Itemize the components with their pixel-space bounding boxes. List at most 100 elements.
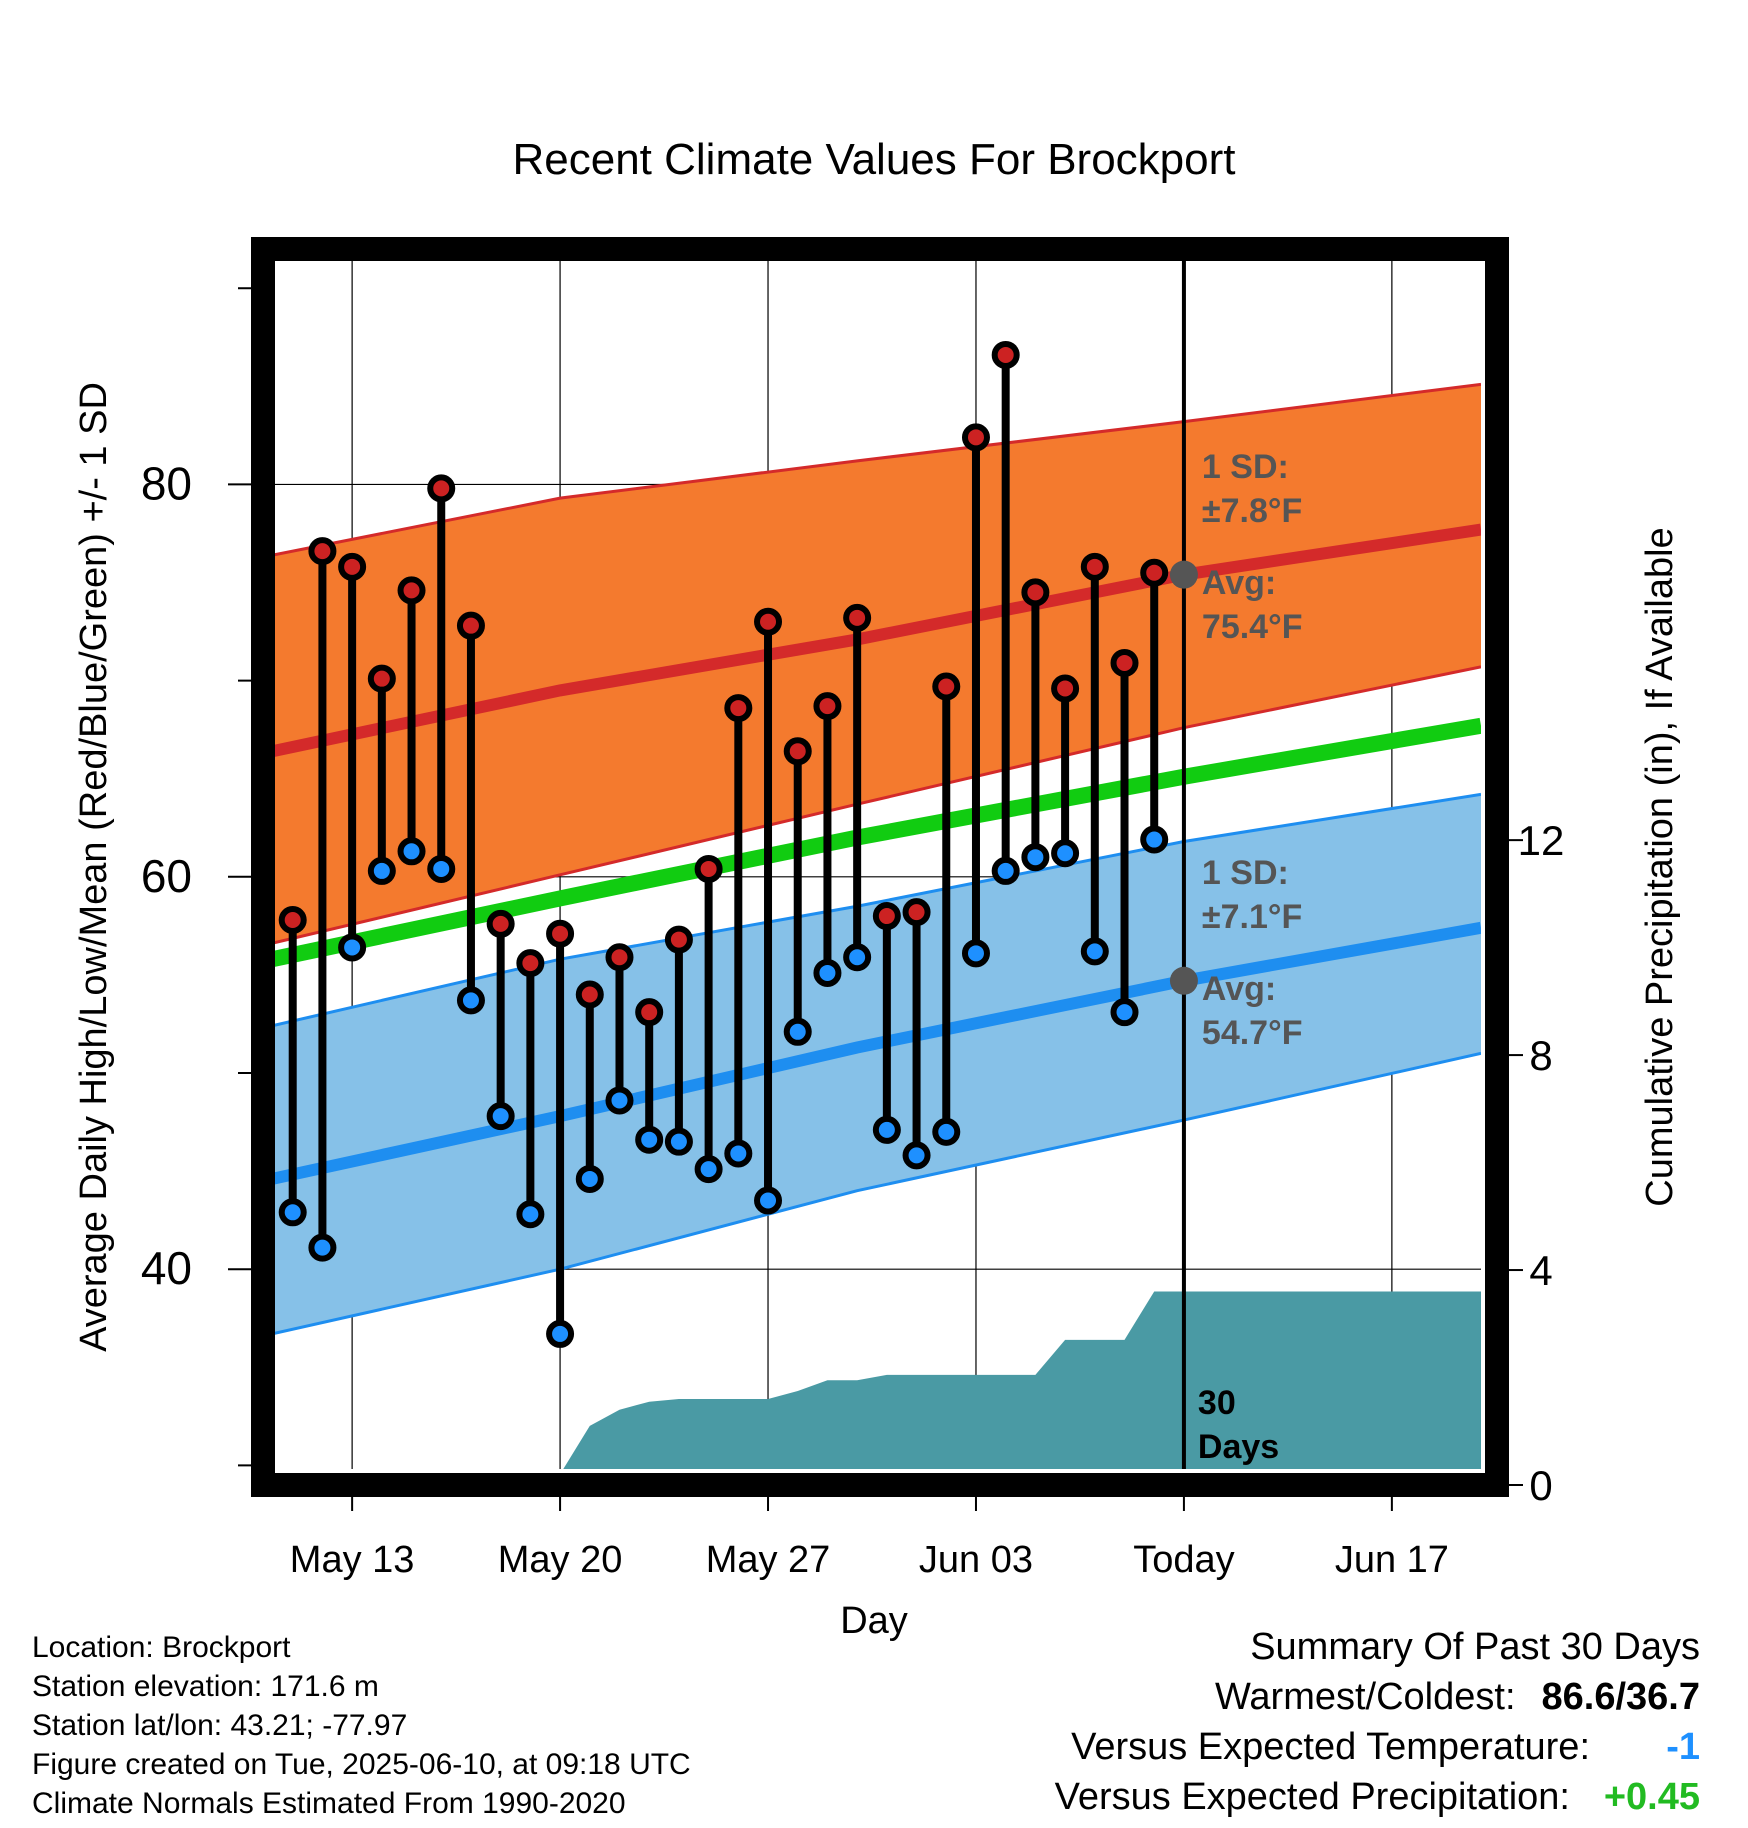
daily-low-point bbox=[694, 1155, 723, 1184]
y-tick-label: 80 bbox=[141, 457, 192, 509]
precip-label: Versus Expected Precipitation: bbox=[1054, 1776, 1570, 1818]
x-axis-label: Day bbox=[840, 1600, 908, 1642]
daily-bar bbox=[902, 898, 931, 1170]
x-tick-label: May 27 bbox=[706, 1539, 831, 1581]
daily-high-point bbox=[1051, 674, 1080, 703]
daily-low-point bbox=[664, 1127, 693, 1156]
warmest-label: Warmest/Coldest: bbox=[1214, 1676, 1516, 1718]
high-avg-value: 75.4°F bbox=[1202, 608, 1303, 646]
y-tick-label: 60 bbox=[141, 850, 192, 902]
daily-bar bbox=[1110, 648, 1139, 1027]
daily-high-point bbox=[724, 694, 753, 723]
daily-low-point bbox=[961, 939, 990, 968]
daily-bar bbox=[694, 854, 723, 1184]
daily-low-point bbox=[278, 1198, 307, 1227]
daily-low-point bbox=[1110, 998, 1139, 1027]
daily-low-point bbox=[605, 1086, 634, 1115]
low-lower-line bbox=[263, 1051, 1481, 1338]
daily-low-point bbox=[367, 856, 396, 885]
daily-high-point bbox=[754, 607, 783, 636]
summary-panel: Summary Of Past 30 Days Warmest/Coldest:… bbox=[1055, 1622, 1700, 1822]
daily-low-point bbox=[872, 1115, 901, 1144]
daily-bar bbox=[575, 980, 604, 1193]
daily-low-point bbox=[308, 1233, 337, 1262]
daily-high-point bbox=[872, 902, 901, 931]
daily-bar bbox=[813, 692, 842, 987]
precip-area bbox=[263, 1291, 1481, 1469]
daily-bar bbox=[1051, 674, 1080, 868]
x-tick-label: Jun 17 bbox=[1335, 1539, 1449, 1581]
x-tick-label: May 20 bbox=[498, 1539, 623, 1581]
high-sd-value: ±7.8°F bbox=[1202, 492, 1302, 530]
low-avg-label: Avg: bbox=[1202, 970, 1276, 1008]
daily-bar bbox=[486, 909, 515, 1131]
daily-low-point bbox=[427, 854, 456, 883]
daily-high-point bbox=[605, 943, 634, 972]
low-sd-value: ±7.1°F bbox=[1202, 898, 1302, 936]
summary-warmest-row: Warmest/Coldest: 86.6/36.7 bbox=[1055, 1672, 1700, 1722]
daily-high-point bbox=[664, 925, 693, 954]
daily-high-point bbox=[843, 603, 872, 632]
daily-bar bbox=[605, 943, 634, 1115]
high-sd-label: 1 SD: bbox=[1202, 448, 1289, 486]
daily-bar bbox=[456, 611, 485, 1015]
y-axis-label: Average Daily High/Low/Mean (Red/Blue/Gr… bbox=[73, 382, 115, 1352]
daily-low-point bbox=[1080, 937, 1109, 966]
low-sd-band bbox=[263, 794, 1481, 1336]
daily-high-point bbox=[783, 737, 812, 766]
x-tick-label: Today bbox=[1133, 1539, 1234, 1581]
daily-low-point bbox=[486, 1102, 515, 1131]
daily-low-point bbox=[575, 1164, 604, 1193]
y-tick-label: 40 bbox=[141, 1242, 192, 1294]
daily-bar bbox=[546, 919, 575, 1348]
daily-high-point bbox=[516, 949, 545, 978]
daily-bar bbox=[843, 603, 872, 972]
daily-low-point bbox=[902, 1141, 931, 1170]
daily-low-point bbox=[456, 986, 485, 1015]
y2-tick-label: 0 bbox=[1529, 1462, 1552, 1509]
warmest-value: 86.6/36.7 bbox=[1541, 1676, 1700, 1718]
daily-bar bbox=[278, 905, 307, 1227]
high-sd-band bbox=[263, 384, 1481, 946]
daily-high-point bbox=[694, 854, 723, 883]
daily-bar bbox=[635, 998, 664, 1154]
y2-tick-label: 8 bbox=[1529, 1032, 1552, 1079]
daily-low-point bbox=[516, 1200, 545, 1229]
daily-low-point bbox=[1140, 825, 1169, 854]
daily-high-point bbox=[813, 692, 842, 721]
daily-bar bbox=[1140, 558, 1169, 854]
daily-bar bbox=[724, 694, 753, 1168]
high-avg-marker bbox=[1169, 560, 1198, 589]
daily-low-point bbox=[635, 1125, 664, 1154]
plot-frame bbox=[251, 237, 1509, 1497]
precip-value: +0.45 bbox=[1603, 1776, 1700, 1818]
low-avg-value: 54.7°F bbox=[1202, 1014, 1303, 1052]
window-days-unit: Days bbox=[1198, 1428, 1279, 1466]
elevation-text: Station elevation: 171.6 m bbox=[32, 1670, 379, 1703]
normals-text: Climate Normals Estimated From 1990-2020 bbox=[32, 1787, 626, 1820]
y2-tick-label: 4 bbox=[1529, 1247, 1552, 1294]
daily-low-point bbox=[1021, 843, 1050, 872]
daily-bar bbox=[516, 949, 545, 1229]
daily-high-point bbox=[427, 474, 456, 503]
chart-title: Recent Climate Values For Brockport bbox=[512, 135, 1235, 184]
daily-low-point bbox=[724, 1139, 753, 1168]
y2-tick-label: 12 bbox=[1518, 817, 1565, 864]
window-days-number: 30 bbox=[1198, 1384, 1236, 1422]
high-upper-line bbox=[263, 382, 1481, 559]
daily-high-point bbox=[1110, 648, 1139, 677]
daily-high-point bbox=[932, 672, 961, 701]
temp-value: -1 bbox=[1666, 1726, 1700, 1768]
low-sd-label: 1 SD: bbox=[1202, 854, 1289, 892]
location-text: Location: Brockport bbox=[32, 1631, 291, 1664]
daily-bar bbox=[754, 607, 783, 1215]
created-text: Figure created on Tue, 2025-06-10, at 09… bbox=[32, 1748, 691, 1781]
summary-temp-row: Versus Expected Temperature: -1 bbox=[1055, 1722, 1700, 1772]
x-tick-label: Jun 03 bbox=[919, 1539, 1033, 1581]
daily-bar bbox=[991, 340, 1020, 885]
daily-high-point bbox=[367, 664, 396, 693]
daily-high-point bbox=[575, 980, 604, 1009]
daily-low-point bbox=[783, 1017, 812, 1046]
daily-high-point bbox=[308, 537, 337, 566]
